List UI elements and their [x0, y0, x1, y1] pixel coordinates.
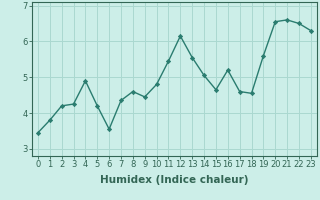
X-axis label: Humidex (Indice chaleur): Humidex (Indice chaleur): [100, 175, 249, 185]
